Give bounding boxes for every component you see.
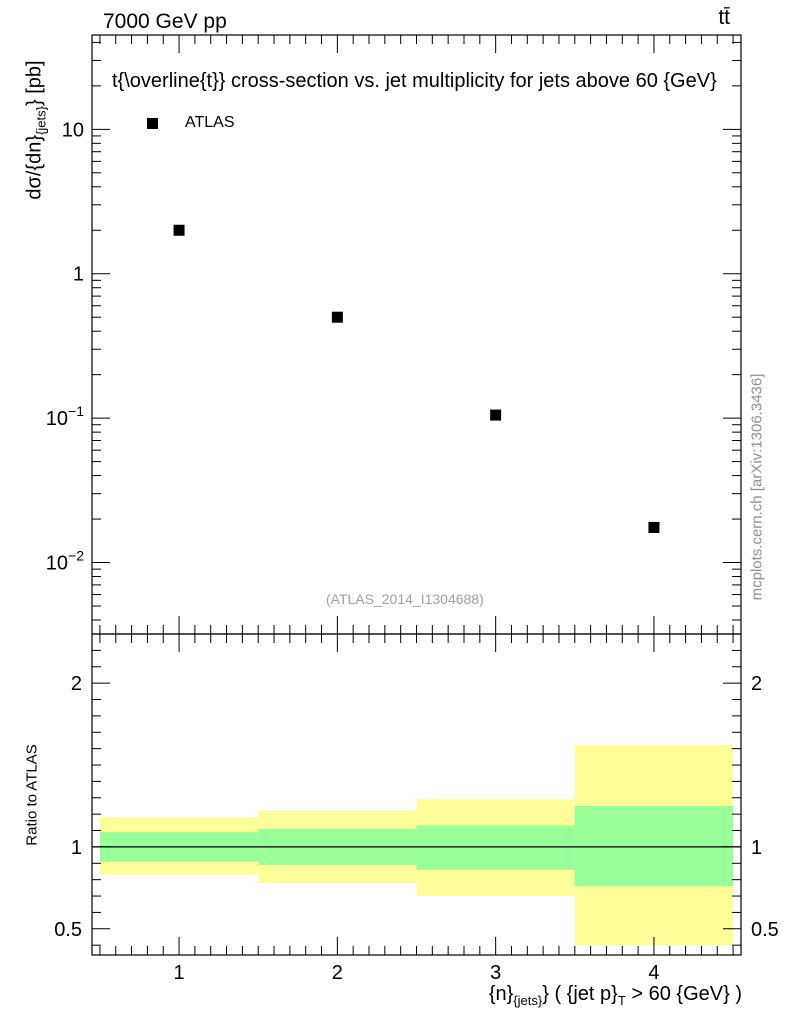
legend: ATLAS bbox=[147, 114, 235, 132]
ratio-y-tick-label-left-2: 2 bbox=[71, 673, 82, 695]
x-tick-label-2: 3 bbox=[490, 962, 501, 984]
x-axis-label: {n}{jets}} ( {jet p}T > 60 {GeV} ) bbox=[488, 983, 742, 1008]
legend-label: ATLAS bbox=[185, 114, 235, 131]
data-point-2 bbox=[490, 409, 502, 421]
ratio-y-tick-label-left-1: 1 bbox=[71, 837, 82, 859]
header-right: tt̄ bbox=[718, 6, 730, 29]
y-tick-label-0: 10−2 bbox=[46, 548, 84, 575]
x-tick-label-3: 4 bbox=[648, 962, 659, 984]
y-tick-label-3: 10 bbox=[62, 119, 84, 141]
x-tick-label-0: 1 bbox=[173, 962, 184, 984]
header-left: 7000 GeV pp bbox=[103, 10, 227, 33]
tick-labels: 10−2 10−1 1 10 0.5 0.5 1 1 2 2 1 2 3 4 bbox=[46, 119, 779, 984]
data-points bbox=[173, 224, 660, 533]
ratio-y-tick-label-right-2: 2 bbox=[751, 673, 762, 695]
ratio-y-tick-label-right-0: 0.5 bbox=[751, 919, 779, 941]
y-axis-label-ratio: Ratio to ATLAS bbox=[23, 744, 41, 846]
y-tick-label-2: 1 bbox=[73, 264, 84, 286]
ratio-bands bbox=[92, 745, 741, 946]
y-axis-label-main: dσ/{dn}{jets}} [pb] bbox=[23, 60, 49, 200]
legend-marker bbox=[147, 117, 158, 129]
ratio-y-tick-label-left-0: 0.5 bbox=[54, 919, 82, 941]
data-point-3 bbox=[648, 521, 660, 533]
data-point-0 bbox=[173, 224, 185, 236]
y-tick-label-1: 10−1 bbox=[46, 403, 84, 430]
ratio-y-tick-label-right-1: 1 bbox=[751, 837, 762, 859]
band-inner-3 bbox=[574, 805, 734, 887]
side-label: mcplots.cern.ch [arXiv:1306.3436] bbox=[748, 373, 766, 601]
watermark: (ATLAS_2014_I1304688) bbox=[326, 591, 484, 607]
chart-title: t{\overline{t}} cross-section vs. jet mu… bbox=[112, 70, 717, 92]
axis-ticks bbox=[92, 35, 741, 955]
x-tick-label-1: 2 bbox=[332, 962, 343, 984]
band-inner-2 bbox=[416, 825, 575, 870]
data-point-1 bbox=[331, 311, 343, 323]
